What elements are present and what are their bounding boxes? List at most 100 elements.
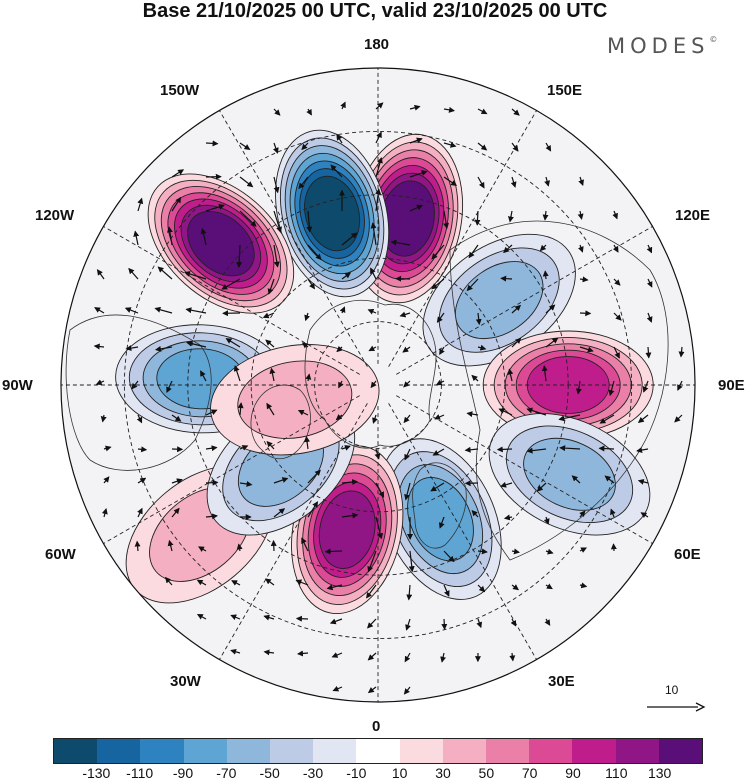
wind-vector-arrow xyxy=(431,244,445,260)
wind-vector-arrow xyxy=(598,445,615,452)
colorbar-tick-label: 90 xyxy=(565,765,581,781)
wind-vector-arrow xyxy=(443,141,457,148)
wind-vector-arrow xyxy=(185,307,207,314)
wind-vector-arrow xyxy=(341,445,351,451)
eurasia-coastline xyxy=(449,220,669,561)
colorbar-tick-label: 70 xyxy=(521,765,538,781)
wind-vector-arrow xyxy=(295,615,309,622)
wind-vector-arrow xyxy=(559,445,581,452)
wind-vector-arrow xyxy=(166,226,173,246)
north-america-coastline xyxy=(65,314,212,471)
streamline-contour xyxy=(304,175,361,252)
wind-vector-arrow xyxy=(403,380,411,388)
meridian-line xyxy=(388,403,548,679)
wind-vector-arrow xyxy=(474,210,481,226)
colorbar-swatch xyxy=(529,739,573,763)
wind-vector-arrow xyxy=(677,380,683,391)
wind-vector-arrow xyxy=(341,479,359,486)
wind-vector-arrow xyxy=(579,346,594,353)
wind-vector-arrow xyxy=(443,550,455,563)
wind-vector-arrow xyxy=(239,481,253,487)
wind-vector-arrow xyxy=(403,686,411,695)
wind-vector-arrow xyxy=(154,306,173,314)
lon-label-150e: 150E xyxy=(547,82,583,99)
streamline-contour xyxy=(505,425,634,524)
anomaly-contour-band xyxy=(187,211,255,276)
lon-label-120e: 120E xyxy=(675,207,711,224)
wind-vector-arrow xyxy=(545,548,554,555)
wind-vector-arrow xyxy=(367,686,377,694)
wind-vector-arrow xyxy=(404,652,411,663)
wind-vector-arrow xyxy=(544,176,550,187)
wind-vector-arrow xyxy=(370,267,377,280)
lon-label-30e: 30E xyxy=(548,673,575,690)
wind-vector-arrow xyxy=(266,440,275,450)
wind-vector-arrow xyxy=(674,414,683,423)
wind-vector-arrow xyxy=(370,222,377,246)
colorbar-swatch xyxy=(226,739,271,763)
wind-vector-arrow xyxy=(341,272,352,280)
wind-vector-arrow xyxy=(196,579,207,586)
wind-vector-arrow xyxy=(404,482,411,501)
wind-vector-arrow xyxy=(475,312,482,326)
wind-vector-arrow xyxy=(95,379,105,385)
colorbar-swatch xyxy=(313,739,357,763)
meridian-line xyxy=(84,215,360,375)
wind-vector-arrow xyxy=(645,346,652,359)
streamline-contour xyxy=(397,464,484,575)
wind-vector-arrow xyxy=(509,652,516,662)
colorbar-tick-label: 10 xyxy=(391,765,408,781)
map-title: Base 21/10/2025 00 UTC, valid 23/10/2025… xyxy=(142,0,608,22)
wind-vector-arrow xyxy=(511,142,519,152)
wind-vector-arrow xyxy=(186,340,207,348)
colorbar-tick-label: -70 xyxy=(216,765,237,781)
lon-label-180: 180 xyxy=(364,36,390,53)
wind-vector-arrow xyxy=(155,345,173,352)
wind-vector-arrow xyxy=(137,197,144,212)
wind-vector-arrow xyxy=(539,244,547,252)
wind-vector-arrow xyxy=(367,652,377,661)
wind-vector-arrow xyxy=(375,131,382,144)
streamline-contour xyxy=(237,360,353,439)
wind-vector-arrow xyxy=(510,618,517,627)
wind-vector-arrow xyxy=(507,368,514,382)
wind-vector-arrow xyxy=(267,278,275,295)
wind-vector-arrow xyxy=(200,370,207,382)
wind-vector-arrow xyxy=(466,278,479,292)
lon-label-60w: 60W xyxy=(45,546,76,563)
wind-vector-arrow xyxy=(366,584,377,599)
wind-vector-arrow xyxy=(476,618,483,629)
wind-vector-arrow xyxy=(133,230,140,246)
wind-vector-arrow xyxy=(231,580,241,586)
wind-vector-arrow xyxy=(511,584,520,591)
colorbar-swatch xyxy=(442,739,487,763)
wind-vector-arrow xyxy=(646,244,653,254)
wind-vector-arrow xyxy=(545,337,559,348)
streamline-contour xyxy=(294,160,370,267)
wind-vector-layer xyxy=(93,101,685,695)
colorbar-swatch xyxy=(54,739,98,763)
wind-vector-arrow xyxy=(171,478,183,485)
anomaly-contour-band xyxy=(304,176,360,251)
wind-vector-arrow xyxy=(503,514,513,521)
wind-vector-arrow xyxy=(330,164,343,178)
lon-label-0: 0 xyxy=(372,718,381,735)
streamline-contour xyxy=(318,490,376,569)
meridian-line xyxy=(388,91,548,367)
wind-vector-arrow xyxy=(273,210,282,233)
wind-vector-arrow xyxy=(477,142,488,151)
wind-vector-arrow xyxy=(200,227,207,246)
wind-vector-arrow xyxy=(103,445,112,452)
wind-vector-arrow xyxy=(341,232,358,246)
wind-vector-arrow xyxy=(612,210,618,220)
wind-vector-arrow xyxy=(390,239,411,246)
streamline-contour xyxy=(154,179,288,308)
arctic-coastline xyxy=(304,299,437,449)
wind-vector-arrow xyxy=(341,512,359,519)
meridian-line xyxy=(396,395,672,555)
colorbar-tick-label: -10 xyxy=(346,765,367,781)
wind-vector-arrow xyxy=(579,582,588,589)
wind-vector-arrow xyxy=(579,276,589,283)
colorbar-swatch xyxy=(486,739,530,763)
